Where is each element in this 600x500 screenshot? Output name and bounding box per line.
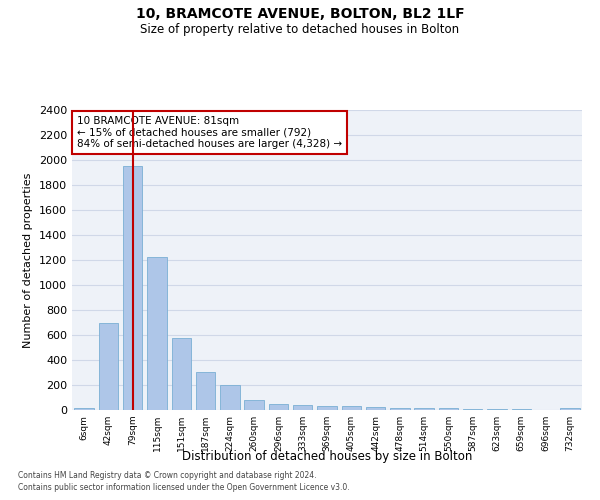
Bar — [99, 322, 118, 410]
Bar — [487, 409, 507, 410]
Bar — [317, 406, 337, 410]
Bar — [147, 257, 167, 410]
Bar — [123, 166, 142, 410]
Y-axis label: Number of detached properties: Number of detached properties — [23, 172, 34, 348]
Bar — [366, 407, 385, 410]
Bar — [244, 400, 264, 410]
Text: 10, BRAMCOTE AVENUE, BOLTON, BL2 1LF: 10, BRAMCOTE AVENUE, BOLTON, BL2 1LF — [136, 8, 464, 22]
Text: 10 BRAMCOTE AVENUE: 81sqm
← 15% of detached houses are smaller (792)
84% of semi: 10 BRAMCOTE AVENUE: 81sqm ← 15% of detac… — [77, 116, 342, 149]
Text: Contains HM Land Registry data © Crown copyright and database right 2024.: Contains HM Land Registry data © Crown c… — [18, 471, 317, 480]
Text: Size of property relative to detached houses in Bolton: Size of property relative to detached ho… — [140, 22, 460, 36]
Bar — [415, 408, 434, 410]
Bar — [293, 405, 313, 410]
Bar — [390, 408, 410, 410]
Bar — [439, 408, 458, 410]
Text: Contains public sector information licensed under the Open Government Licence v3: Contains public sector information licen… — [18, 484, 350, 492]
Bar — [172, 338, 191, 410]
Bar — [196, 372, 215, 410]
Text: Distribution of detached houses by size in Bolton: Distribution of detached houses by size … — [182, 450, 472, 463]
Bar — [269, 404, 288, 410]
Bar — [74, 408, 94, 410]
Bar — [560, 408, 580, 410]
Bar — [463, 409, 482, 410]
Bar — [220, 385, 239, 410]
Bar — [341, 406, 361, 410]
